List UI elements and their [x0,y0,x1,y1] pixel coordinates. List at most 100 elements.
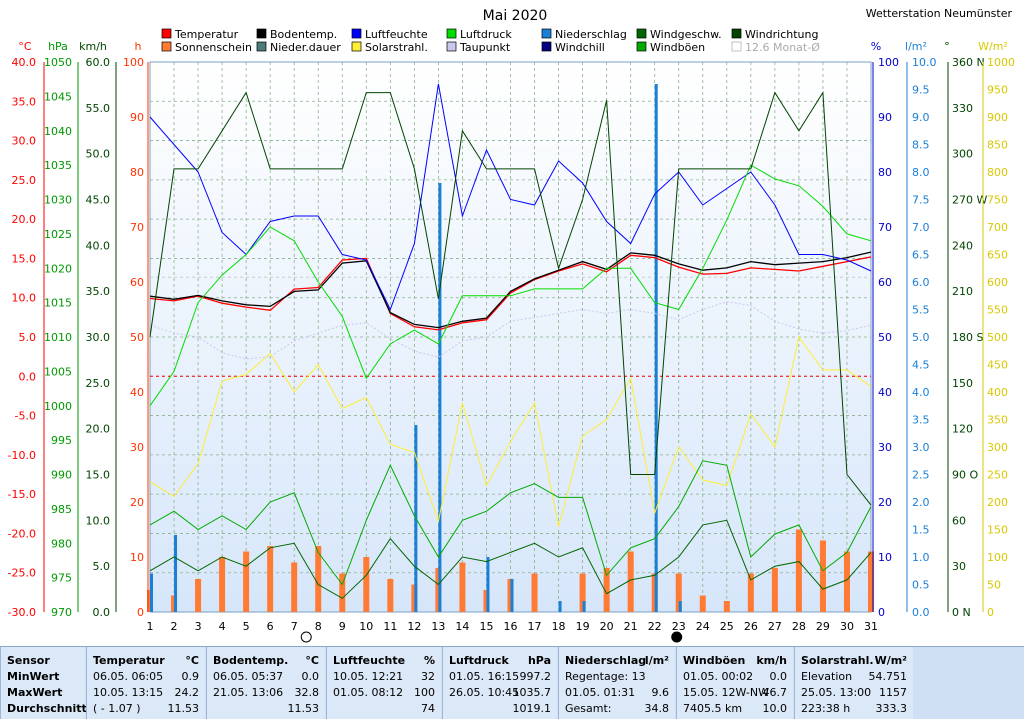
pressure-tick: 970 [51,606,72,619]
luftfeuchte-min-time: 10.05. 12:21 [333,670,404,683]
bar-niederschlag [582,601,586,612]
solar-tick: 0 [987,606,994,619]
luftdruck-header: Luftdruck [449,654,509,667]
day-label: 19 [576,620,590,633]
wind-tick: 35.0 [86,285,111,298]
legend-swatch [731,28,742,39]
row-label-avg: Durchschnitt [7,702,87,715]
wind-tick: 10.0 [86,514,111,527]
legend-swatch [541,28,552,39]
bar-niederschlag [150,573,153,612]
rain-tick: 3.5 [912,414,930,427]
wind-tick: 50.0 [86,148,111,161]
luftdruck-max-time: 26.05. 10:45 [449,686,520,699]
humidity-tick: 10 [878,551,892,564]
bar-sonnenschein [243,551,250,612]
series-line-windrichtung [149,91,872,506]
temp-tick: 40.0 [12,56,37,69]
temp-tick: 30.0 [12,135,37,148]
legend-swatch [351,28,362,39]
rain-tick: 8.5 [912,139,930,152]
axis-unit-label: ° [944,40,950,53]
legend-label: Windchill [555,41,605,54]
series-line-luftdruck [149,164,872,407]
solar-tick: 850 [987,139,1008,152]
legend-label: Temperatur [174,28,239,41]
axis-unit-label: hPa [48,40,68,53]
niederschlag-regentage: Regentage: 13 [565,670,646,683]
day-label: 22 [648,620,662,633]
luftfeuchte-unit: % [423,654,435,667]
bar-sonnenschein [675,573,682,612]
bar-sonnenschein [267,546,274,612]
day-label: 29 [816,620,830,633]
series-line-bodentemp. [149,251,872,329]
solar-tick: 800 [987,166,1008,179]
sun-tick: 100 [123,56,144,69]
dir-tick: 300 [952,148,973,161]
stats-luftdruck: Luftdruck hPa 01.05. 16:15 997.2 26.05. 10… [442,647,557,719]
legend-label: 12.6 Monat-Ø [745,41,820,54]
pressure-tick: 1040 [44,125,72,138]
legend-label: Bodentemp. [270,28,337,41]
day-label: 6 [267,620,274,633]
bar-sonnenschein [339,573,346,612]
wind-tick: 45.0 [86,194,111,207]
bar-sonnenschein [843,551,850,612]
rain-tick: 2.0 [912,496,930,509]
sun-tick: 80 [130,166,144,179]
bar-sonnenschein [723,601,730,612]
temp-tick: -20.0 [8,527,36,540]
wind-tick: 55.0 [86,102,111,115]
wind-tick: 25.0 [86,377,111,390]
pressure-tick: 1050 [44,56,72,69]
legend-swatch [256,41,267,52]
rain-tick: 8.0 [912,166,930,179]
rain-tick: 7.5 [912,194,930,207]
bar-sonnenschein [747,573,754,612]
bar-niederschlag [510,579,514,612]
wind-tick: 5.0 [93,560,111,573]
humidity-tick: 30 [878,441,892,454]
rain-tick: 1.0 [912,551,930,564]
legend-label: Windrichtung [745,28,818,41]
rain-tick: 4.0 [912,386,930,399]
day-label: 30 [840,620,854,633]
temperatur-max-time: 10.05. 13:15 [93,686,164,699]
sun-tick: 40 [130,386,144,399]
pressure-tick: 1025 [44,228,72,241]
bar-sonnenschein [363,557,370,612]
legend-label: Solarstrahl. [365,41,428,54]
rain-tick: 6.0 [912,276,930,289]
solar-max-val: 1157 [879,686,907,699]
day-label: 14 [455,620,469,633]
bar-sonnenschein [531,573,538,612]
solar-tick: 350 [987,414,1008,427]
solar-header: Solarstrahl. [801,654,874,667]
day-label: 7 [291,620,298,633]
series-line-taupunkt [149,301,872,360]
bodentemp-max-time: 21.05. 13:06 [213,686,284,699]
bodentemp-min-time: 06.05. 05:37 [213,670,284,683]
day-label: 18 [552,620,566,633]
series-line-windgeschw. [149,519,872,599]
series-line-temperatur [149,254,872,331]
bar-sonnenschein [819,540,826,612]
solar-tick: 550 [987,304,1008,317]
new-moon-icon [671,631,683,643]
day-label: 11 [383,620,397,633]
niederschlag-total-val: 34.8 [644,702,670,715]
solar-tick: 150 [987,524,1008,537]
rain-tick: 6.5 [912,249,930,262]
solar-tick: 450 [987,359,1008,372]
legend-swatch [636,28,647,39]
bar-sonnenschein [387,579,394,612]
bar-sonnenschein [219,557,226,612]
windboeen-distance: 7405.5 km [683,702,743,715]
day-label: 31 [864,620,878,633]
legend-label: Windböen [650,41,705,54]
bar-niederschlag [174,535,178,612]
humidity-tick: 40 [878,386,892,399]
windboeen-unit: km/h [756,654,787,667]
luftfeuchte-max-val: 100 [414,686,435,699]
